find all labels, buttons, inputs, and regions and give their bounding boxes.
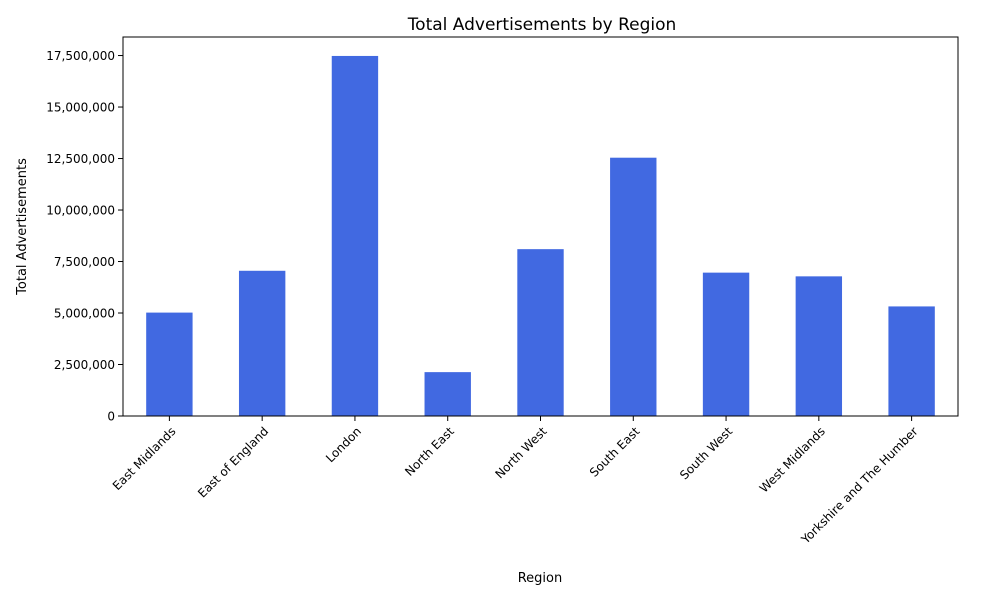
- chart-title: Total Advertisements by Region: [407, 15, 677, 35]
- y-tick-label: 12,500,000: [46, 152, 115, 166]
- bar-north-west: [517, 249, 564, 416]
- x-tick-label: London: [323, 424, 364, 465]
- y-tick-label: 5,000,000: [54, 307, 115, 321]
- bar-north-east: [424, 372, 471, 416]
- y-tick-label: 10,000,000: [46, 204, 115, 218]
- bar-london: [331, 55, 379, 416]
- x-tick-label: North West: [492, 424, 549, 481]
- bar-yorkshire-and-the-humber: [888, 306, 935, 416]
- bar-south-east: [610, 157, 657, 416]
- y-tick-label: 2,500,000: [54, 358, 115, 372]
- y-tick-label: 0: [107, 410, 115, 424]
- y-axis: 0 2,500,000 5,000,000 7,500,000 10,000,000 12…: [46, 49, 123, 424]
- y-tick-label: 7,500,000: [54, 255, 115, 269]
- y-axis-label: Total Advertisements: [15, 158, 30, 296]
- bar-west-midlands: [795, 276, 843, 416]
- y-tick-label: 17,500,000: [46, 49, 115, 63]
- x-tick-label: North East: [402, 424, 457, 479]
- x-tick-label: South East: [587, 424, 643, 480]
- x-axis-label: Region: [518, 571, 563, 586]
- bar-south-west: [702, 272, 750, 416]
- x-tick-label: East Midlands: [110, 424, 179, 493]
- bar-east-midlands: [146, 312, 193, 416]
- x-tick-label: West Midlands: [757, 424, 828, 495]
- plot-frame: [122, 36, 959, 417]
- x-tick-label: South West: [677, 424, 735, 482]
- y-tick-label: 15,000,000: [46, 101, 115, 115]
- bar-east-of-england: [238, 270, 286, 416]
- x-axis: East Midlands East of England London North …: [110, 416, 921, 547]
- bars-layer: [146, 55, 935, 416]
- x-tick-label: East of England: [195, 424, 271, 500]
